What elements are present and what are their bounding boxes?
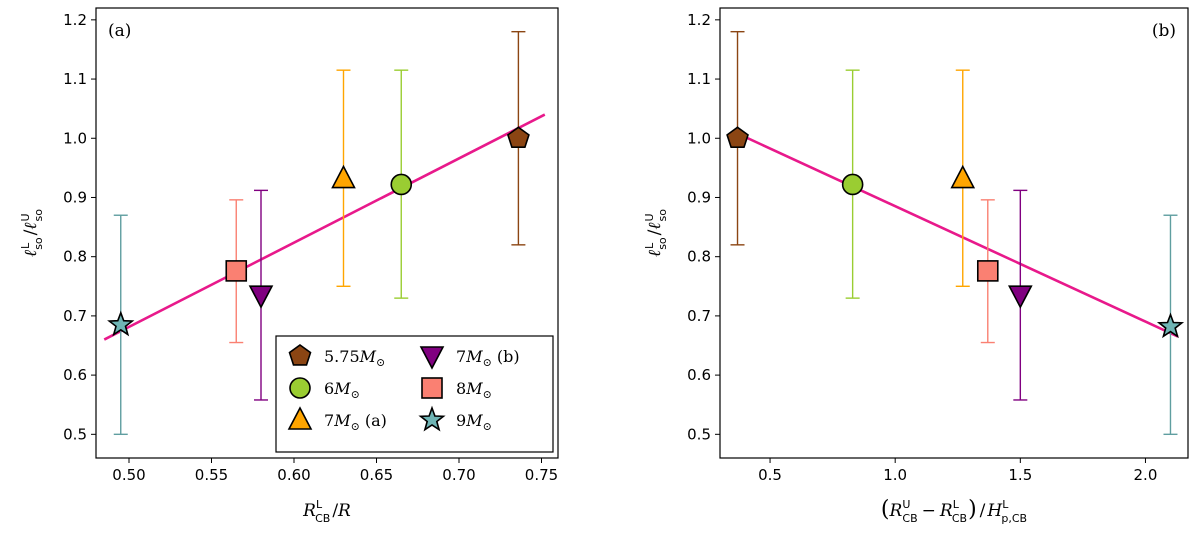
data-point-7m-a [950,164,976,189]
data-point-7m-b [248,285,274,309]
data-point-6m [390,173,413,196]
legend-marker-8m [421,377,443,399]
y-tick-label: 1.2 [687,11,711,29]
legend-label-7m-b: 7M⊙ (b) [456,347,520,369]
y-tick-label: 0.9 [63,188,87,206]
x-tick-label: 0.50 [112,466,145,484]
x-tick-label: 0.70 [442,466,475,484]
legend-marker-6m [289,377,311,399]
data-point-5-75m [726,126,749,148]
y-tick-label: 1.2 [63,11,87,29]
x-tick-label: 0.5 [758,466,782,484]
y-tick-label: 0.5 [63,425,87,443]
legend-label-7m-a: 7M⊙ (a) [324,411,387,433]
x-axis-label: (RU CB − RL CB) / HL p,CB [881,497,1027,525]
plot-frame [95,7,559,459]
panel-label: (b) [1152,21,1176,41]
chart-panel-a: 0.5 0.6 0.7 0.8 0.9 1.0 1.1 1.2 0.50 0.55 0.60 0.65… [19,7,559,525]
y-tick-label: 0.6 [63,366,87,384]
chart-panel-b: 0.5 0.6 0.7 0.8 0.9 1.0 1.1 1.2 0.5 1.0 1.5 2.0 (b) ℓ… [643,7,1189,525]
legend-label-9m: 9M⊙ [456,411,492,433]
legend-marker-5-75m [288,344,312,366]
y-tick-label: 1.0 [63,129,87,147]
legend-marker-9m [418,405,446,432]
data-point-7m-b [1007,285,1033,309]
data-point-8m [976,260,999,282]
legend-label-8m: 8M⊙ [456,379,492,401]
y-tick-label: 0.7 [687,307,711,325]
y-axis-label: ℓLso/ℓUso [643,209,669,257]
y-tick-label: 0.6 [687,366,711,384]
panel-label: (a) [108,21,131,41]
x-tick-label: 0.55 [195,466,228,484]
data-point-8m [225,260,248,282]
y-tick-label: 1.1 [63,70,87,88]
y-axis-label: ℓLso/ℓUso [19,209,45,257]
x-tick-label: 1.0 [883,466,907,484]
legend-label-5-75m: 5.75M⊙ [324,347,385,369]
y-tick-label: 0.7 [63,307,87,325]
x-tick-label: 2.0 [1134,466,1158,484]
y-tick-label: 1.1 [687,70,711,88]
legend: 5.75M⊙ 6M⊙ 7M⊙ (a) 7M⊙ (b) 8M⊙ 9M⊙ [275,335,554,453]
x-tick-label: 1.5 [1008,466,1032,484]
plot-frame [719,7,1189,459]
fit-line [734,131,1179,338]
data-point-9m [1156,312,1185,339]
legend-marker-7m-a [287,406,313,430]
legend-label-6m: 6M⊙ [324,379,360,401]
y-tick-label: 1.0 [687,129,711,147]
x-tick-label: 0.75 [525,466,558,484]
data-point-6m [841,173,864,196]
y-tick-label: 0.8 [63,248,87,266]
legend-marker-7m-b [419,346,445,370]
y-tick-label: 0.8 [687,248,711,266]
x-tick-label: 0.60 [277,466,310,484]
x-tick-label: 0.65 [360,466,393,484]
y-tick-label: 0.5 [687,425,711,443]
data-point-9m [107,310,135,337]
data-point-5-75m [506,126,530,148]
fit-line [103,113,546,341]
y-tick-label: 0.9 [687,188,711,206]
x-axis-label: RL CB/R [302,498,351,525]
data-point-7m-a [331,164,356,189]
